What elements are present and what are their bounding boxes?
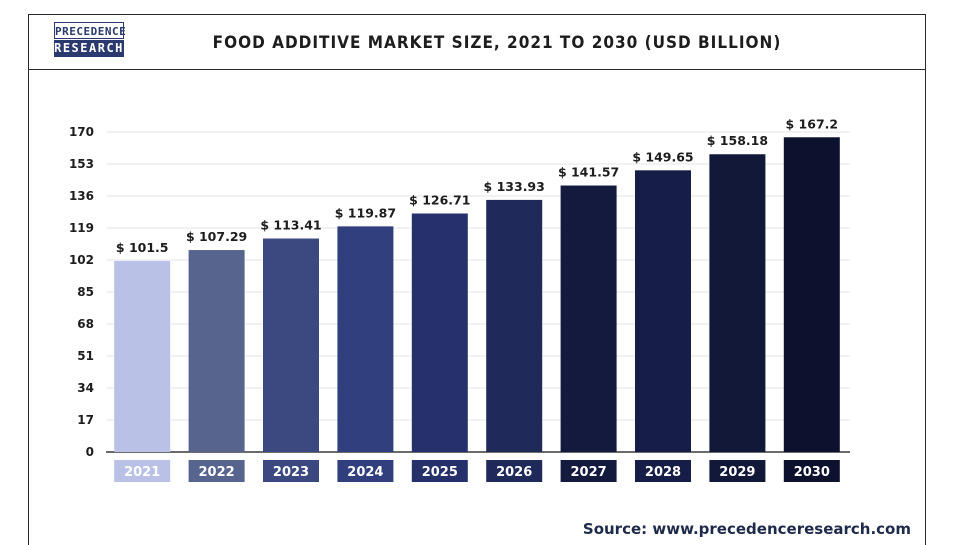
y-tick-label: 153 [69,157,94,171]
chart-title: FOOD ADDITIVE MARKET SIZE, 2021 TO 2030 … [212,33,782,53]
x-tick-label: 2024 [347,465,383,480]
bar [635,170,691,452]
x-tick-box [337,460,394,482]
bar [114,260,171,452]
x-tick-box [635,460,691,482]
x-tick-box [263,460,319,482]
y-tick-label: 0 [86,445,94,459]
y-tick-label: 136 [69,189,94,203]
data-label: $ 141.57 [558,165,619,180]
x-tick-box [411,460,468,482]
data-label: $ 149.65 [632,149,693,164]
logo-line-2: RESEARCH [54,40,124,57]
bar [263,238,319,452]
y-tick-label: 170 [69,125,94,139]
x-tick-box [486,460,543,482]
data-label: $ 133.93 [484,179,545,194]
x-tick-label: 2026 [496,465,532,480]
x-tick-label: 2025 [422,465,458,480]
bar [486,199,543,452]
x-tick-label: 2022 [199,465,235,480]
y-tick-label: 68 [77,317,94,331]
chart-frame [28,14,926,545]
data-label: $ 158.18 [707,133,768,148]
x-tick-box [709,460,766,482]
bar [709,154,766,453]
data-label: $ 107.29 [186,229,247,244]
y-tick-label: 102 [69,253,94,267]
x-tick-label: 2029 [719,465,755,480]
x-tick-label: 2030 [794,465,830,480]
x-tick-box [783,460,840,482]
y-tick-label: 51 [77,349,94,363]
x-tick-label: 2028 [645,465,681,480]
x-tick-box [188,460,245,482]
bar [337,226,394,452]
x-tick-label: 2027 [571,465,607,480]
y-tick-label: 34 [77,381,94,395]
y-tick-label: 85 [77,285,94,299]
x-tick-box [560,460,617,482]
y-tick-label: 119 [69,221,94,235]
data-label: $ 126.71 [409,192,470,207]
x-tick-label: 2021 [124,465,160,480]
data-label: $ 113.41 [260,218,321,233]
logo-line-1: PRECEDENCE [54,22,126,39]
data-label: $ 119.87 [335,205,396,220]
brand-logo: PRECEDENCE RESEARCH [54,22,126,60]
source-credit: Source: www.precedenceresearch.com [582,520,911,538]
chart-header: PRECEDENCE RESEARCH FOOD ADDITIVE MARKET… [28,14,926,70]
data-label: $ 101.5 [116,240,169,255]
bar [783,137,840,453]
bar [411,213,468,452]
x-tick-box [114,460,171,482]
y-tick-label: 17 [77,413,94,427]
data-label: $ 167.2 [786,116,839,131]
x-tick-label: 2023 [273,465,309,480]
bar [560,185,617,452]
bar [188,250,245,452]
